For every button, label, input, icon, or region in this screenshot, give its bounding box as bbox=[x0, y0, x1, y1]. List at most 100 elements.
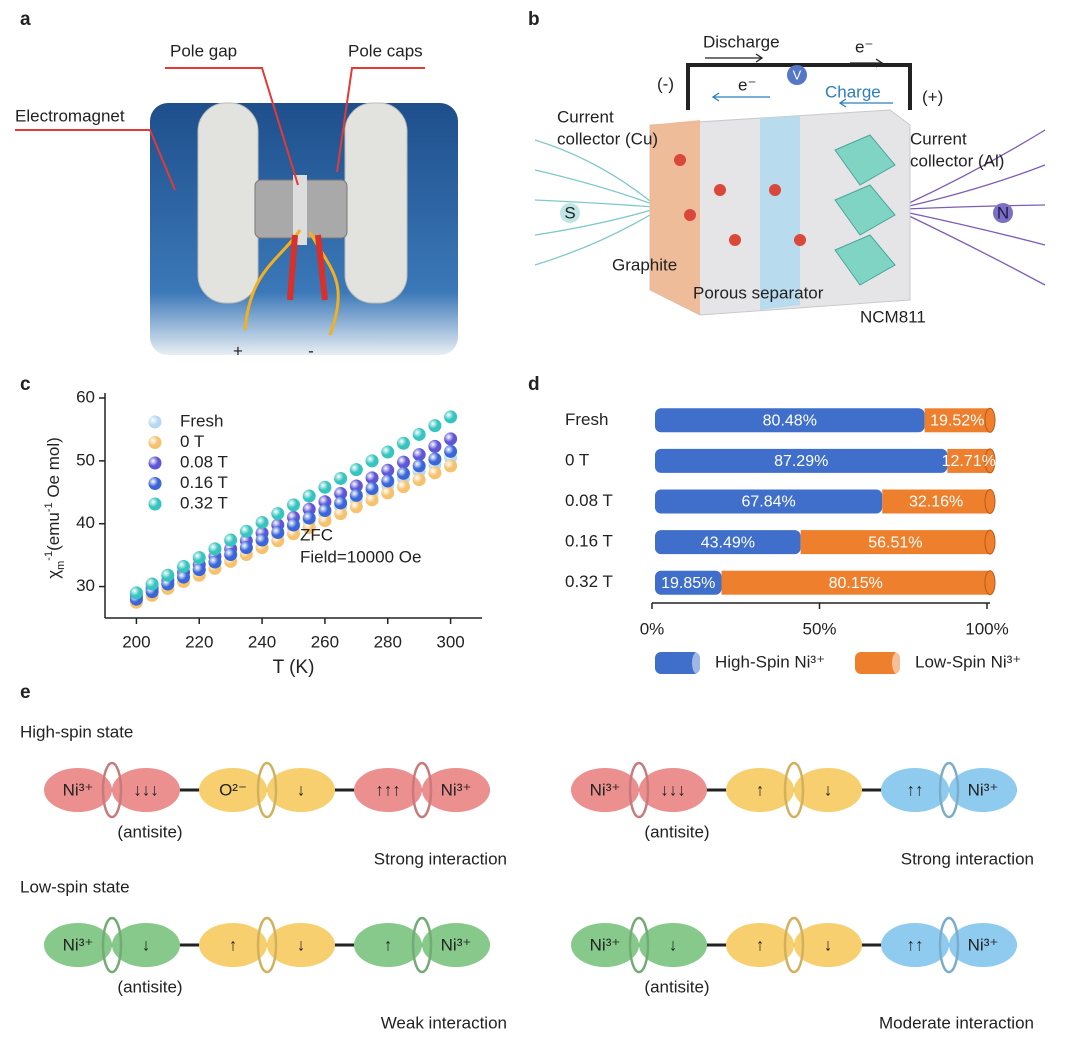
lobe-label: ↓↓↓ bbox=[660, 780, 686, 799]
interaction: Strong interaction bbox=[374, 849, 507, 868]
orbital-lobe bbox=[794, 768, 862, 812]
label: e⁻ bbox=[738, 75, 756, 94]
point bbox=[287, 518, 300, 532]
label: Porous separator bbox=[693, 283, 824, 302]
label: Graphite bbox=[612, 255, 677, 274]
point bbox=[349, 488, 363, 502]
field-lines bbox=[534, 129, 1046, 286]
category-label: 0.08 T bbox=[565, 491, 613, 510]
point bbox=[349, 479, 363, 493]
arrows bbox=[711, 92, 893, 108]
sample-holder bbox=[293, 175, 307, 245]
point bbox=[318, 504, 332, 518]
lobe-label: Ni³⁺ bbox=[441, 780, 472, 799]
value-label: 80.48% bbox=[763, 413, 817, 430]
orbital-ring bbox=[101, 761, 123, 819]
pole-marker bbox=[560, 203, 580, 223]
point bbox=[365, 493, 379, 507]
lobe-label: ↑↑ bbox=[907, 935, 924, 954]
note: (antisite) bbox=[644, 822, 709, 841]
point bbox=[428, 452, 442, 466]
orbital-lobe bbox=[199, 768, 267, 812]
panel-b: b V Discharge e⁻ e⁻ Charge (-) (+) Curre… bbox=[528, 9, 1046, 326]
orbital-lobe bbox=[354, 768, 422, 812]
lobe-label: ↑ bbox=[229, 935, 238, 954]
y-tick-label: 50 bbox=[76, 450, 95, 469]
category-label: 0 T bbox=[565, 450, 589, 469]
point bbox=[365, 454, 379, 468]
y-axis-label-part: -1 bbox=[43, 502, 55, 512]
bar-cap bbox=[984, 529, 996, 555]
interaction: Weak interaction bbox=[381, 1013, 507, 1032]
panel-label: b bbox=[528, 9, 540, 30]
label: Current bbox=[557, 107, 614, 126]
orbital-ring bbox=[256, 916, 278, 974]
orbital-lobe bbox=[44, 923, 112, 967]
orbital-lobe bbox=[354, 923, 422, 967]
bar-cap bbox=[984, 448, 996, 474]
row-title: Low-spin state bbox=[20, 877, 130, 896]
point bbox=[271, 526, 285, 540]
point bbox=[161, 568, 175, 582]
point bbox=[381, 474, 395, 488]
lobe-label: ↓ bbox=[297, 935, 306, 954]
label: Pole caps bbox=[348, 41, 423, 60]
orbital-lobe bbox=[571, 923, 639, 967]
bar-segment bbox=[947, 448, 990, 473]
point bbox=[177, 559, 191, 573]
value-label: 67.84% bbox=[741, 494, 795, 511]
point bbox=[192, 563, 206, 577]
point bbox=[365, 482, 379, 496]
orbital-lobe bbox=[267, 768, 335, 812]
lobe-label: ↓ bbox=[142, 935, 151, 954]
legend-symbol bbox=[855, 652, 900, 674]
bar-cap bbox=[984, 489, 996, 514]
legend-symbol bbox=[148, 497, 162, 511]
legend-symbol bbox=[148, 477, 162, 490]
value-label: 19.85% bbox=[661, 575, 715, 592]
label: + bbox=[233, 341, 243, 360]
point bbox=[302, 489, 316, 503]
lobe-label: Ni³⁺ bbox=[968, 780, 999, 799]
orbital-ring bbox=[628, 916, 650, 974]
y-axis-label-part: m bbox=[55, 561, 67, 570]
point bbox=[318, 514, 332, 528]
value-label: 87.29% bbox=[774, 453, 828, 470]
pointer-line bbox=[336, 67, 425, 173]
orbital-ring bbox=[411, 761, 433, 819]
y-tick-label: 60 bbox=[76, 387, 95, 406]
label: (+) bbox=[922, 87, 943, 106]
point bbox=[412, 427, 426, 441]
pointer-line bbox=[15, 129, 176, 191]
lobe-label: Ni³⁺ bbox=[63, 780, 94, 799]
point bbox=[334, 471, 348, 485]
note: (antisite) bbox=[117, 822, 182, 841]
y-axis-label-part: χ bbox=[44, 570, 63, 579]
orbital-ring bbox=[101, 916, 123, 974]
panel-label: c bbox=[20, 374, 31, 395]
legend-symbol-cap bbox=[892, 652, 902, 674]
legend-label: 0.32 T bbox=[180, 493, 228, 512]
point bbox=[365, 471, 379, 485]
value-label: 19.52% bbox=[930, 413, 984, 430]
value-label: 12.71% bbox=[942, 453, 996, 470]
point bbox=[208, 555, 222, 569]
li-ions bbox=[674, 154, 806, 246]
point bbox=[381, 486, 395, 500]
point bbox=[349, 463, 363, 477]
lobe-label: Ni³⁺ bbox=[590, 780, 621, 799]
legend-label: 0 T bbox=[180, 432, 204, 451]
lobe-label: ↑ bbox=[384, 935, 393, 954]
row-title: High-spin state bbox=[20, 722, 133, 741]
bar-segment bbox=[655, 408, 925, 433]
magnet-disc bbox=[344, 102, 408, 304]
note: (antisite) bbox=[644, 977, 709, 996]
orbital-lobe bbox=[422, 768, 490, 812]
label: e⁻ bbox=[855, 37, 873, 56]
x-tick-label: 200 bbox=[122, 632, 150, 651]
label: collector (Al) bbox=[910, 151, 1004, 170]
lobe-label: Ni³⁺ bbox=[590, 935, 621, 954]
lobe-label: ↓ bbox=[824, 935, 833, 954]
voltmeter bbox=[787, 65, 807, 85]
point bbox=[271, 507, 285, 521]
